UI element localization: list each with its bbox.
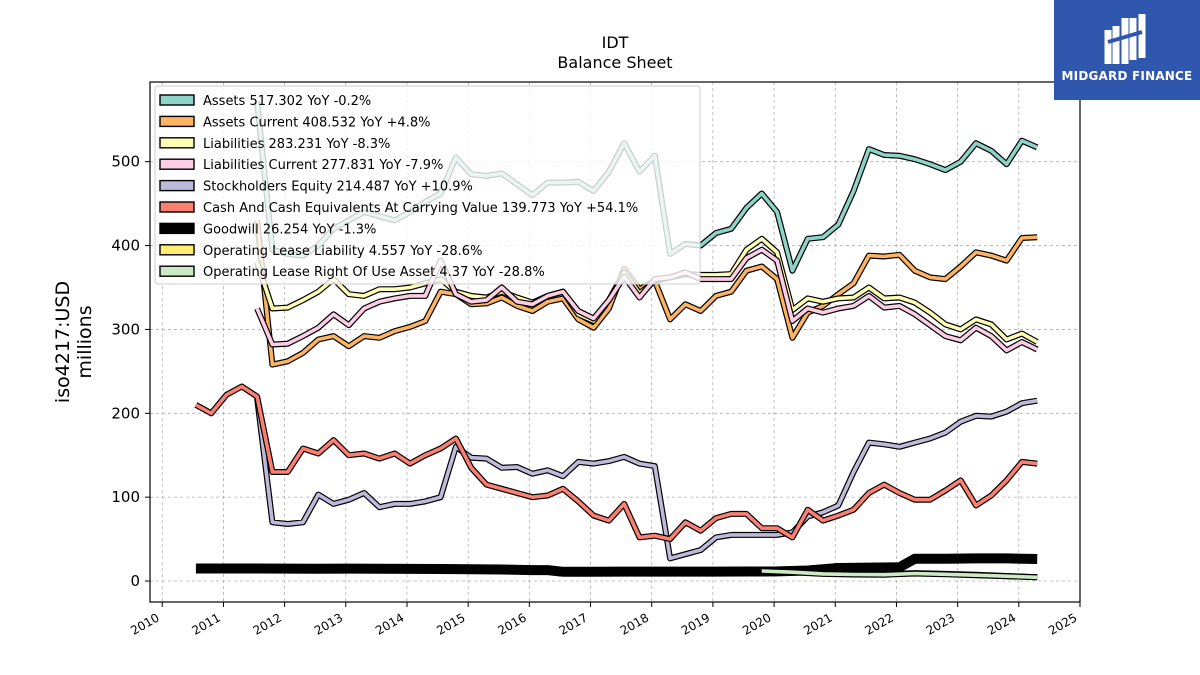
legend-label: Assets 517.302 YoY -0.2%: [203, 94, 371, 109]
series-line: [761, 569, 1038, 580]
chart-subtitle: Balance Sheet: [557, 53, 672, 72]
legend: Assets 517.302 YoY -0.2% Assets Current 4…: [154, 85, 701, 285]
legend-label: Operating Lease Liability 4.557 YoY -28.…: [203, 244, 482, 259]
legend-label: Assets Current 408.532 YoY +4.8%: [203, 115, 430, 130]
series-line: [195, 553, 1038, 577]
y-axis-ticks: 0 100 200 300 400 500: [111, 153, 150, 590]
plot-frame: [149, 81, 1081, 603]
legend-swatch: [159, 244, 195, 256]
chart-title: IDT: [602, 33, 629, 52]
legend-item: Operating Lease Liability 4.557 YoY -28.…: [159, 244, 482, 259]
legend-item: Liabilities 283.231 YoY -8.3%: [159, 137, 390, 152]
series-stockholders-equity: [254, 397, 1038, 562]
legend-item: Operating Lease Right Of Use Asset 4.37 …: [159, 265, 545, 280]
y-tick-label: 200: [111, 404, 140, 422]
series-cash-and-cash-equivalents-at-carrying-value: [194, 383, 1038, 543]
legend-item: Assets Current 408.532 YoY +4.8%: [159, 115, 430, 130]
series-line: [255, 397, 1038, 561]
y-tick-label: 500: [111, 153, 140, 171]
series-operating-lease-right-of-use-asset: [761, 568, 1038, 581]
legend-swatch: [159, 158, 195, 170]
y-tick-label: 0: [130, 572, 140, 590]
legend-item: Goodwill 26.254 YoY -1.3%: [159, 222, 376, 237]
logo-mark-icon: [1104, 14, 1146, 64]
series-liabilities-current: [254, 246, 1039, 354]
series-line: [255, 247, 1038, 353]
legend-label: Cash And Cash Equivalents At Carrying Va…: [203, 201, 638, 216]
y-tick-label: 300: [111, 320, 140, 338]
legend-swatch: [159, 222, 195, 235]
legend-swatch: [159, 179, 195, 192]
y-tick-label: 100: [111, 488, 140, 506]
legend-swatch: [159, 265, 195, 277]
logo-brand-text: MIDGARD FINANCE: [1061, 69, 1193, 83]
legend-label: Operating Lease Right Of Use Asset 4.37 …: [203, 265, 545, 280]
legend-swatch: [159, 137, 195, 149]
legend-item: Assets 517.302 YoY -0.2%: [159, 94, 371, 109]
legend-swatch: [159, 115, 195, 128]
legend-item: Stockholders Equity 214.487 YoY +10.9%: [159, 179, 473, 195]
legend-swatch: [159, 201, 195, 213]
legend-label: Goodwill 26.254 YoY -1.3%: [203, 222, 376, 237]
legend-swatch: [159, 94, 195, 106]
legend-label: Liabilities 283.231 YoY -8.3%: [203, 137, 390, 152]
y-axis-label: iso4217:USD: [52, 281, 74, 403]
y-tick-label: 400: [111, 237, 140, 255]
y-axis-label-units: millions: [74, 305, 96, 378]
legend-item: Liabilities Current 277.831 YoY -7.9%: [159, 158, 443, 173]
legend-box: [154, 85, 701, 285]
legend-item: Cash And Cash Equivalents At Carrying Va…: [159, 201, 638, 216]
legend-label: Stockholders Equity 214.487 YoY +10.9%: [203, 180, 473, 195]
legend-label: Liabilities Current 277.831 YoY -7.9%: [203, 158, 443, 173]
series-goodwill: [195, 553, 1038, 577]
midgard-finance-logo: MIDGARD FINANCE: [1054, 0, 1200, 100]
series-line: [195, 384, 1038, 541]
